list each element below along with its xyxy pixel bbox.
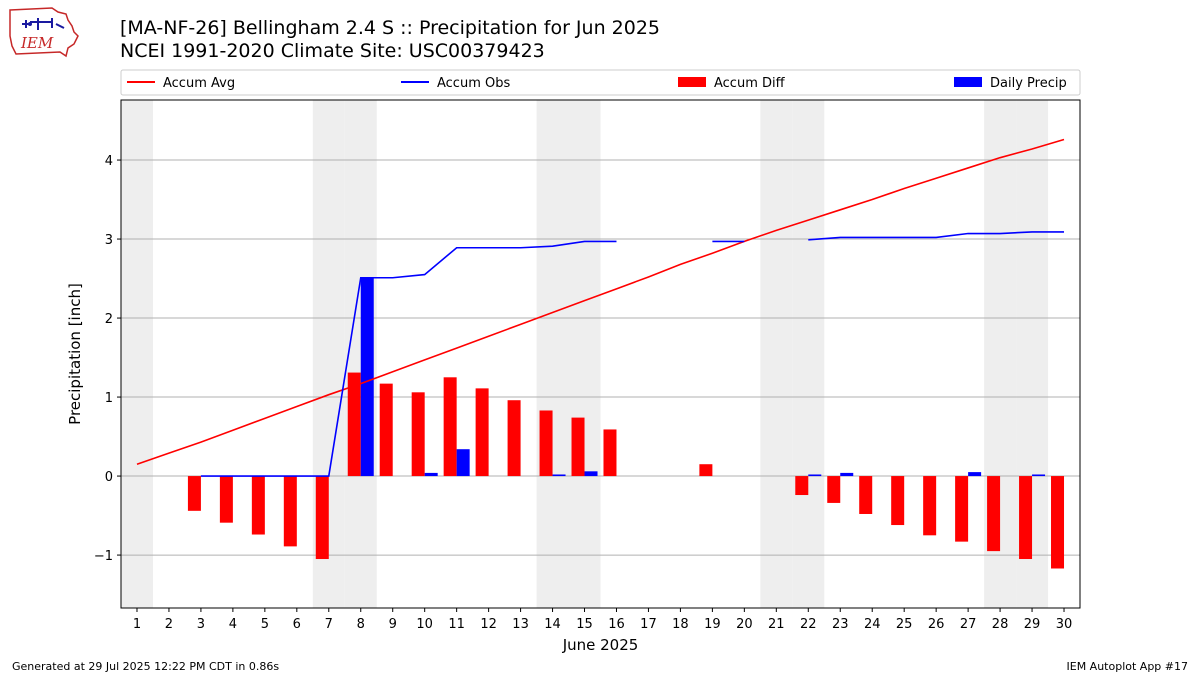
x-tick-label: 27 bbox=[960, 617, 977, 632]
x-tick-label: 5 bbox=[261, 617, 269, 632]
legend-accum-avg-label: Accum Avg bbox=[163, 76, 235, 91]
x-tick-label: 21 bbox=[768, 617, 785, 632]
y-tick-label: −1 bbox=[94, 549, 113, 564]
legend-accum-diff-swatch bbox=[678, 77, 706, 87]
daily-precip-bar bbox=[424, 472, 438, 477]
plot-frame bbox=[120, 99, 1081, 609]
x-tick-label: 29 bbox=[1024, 617, 1041, 632]
x-axis-label: June 2025 bbox=[562, 636, 639, 654]
x-tick-label: 1 bbox=[133, 617, 141, 632]
accum-obs-line bbox=[200, 240, 617, 477]
accum-diff-bar bbox=[187, 476, 201, 511]
x-tick-label: 7 bbox=[325, 617, 333, 632]
y-axis-label: Precipitation [inch] bbox=[66, 283, 84, 425]
weekend-shade bbox=[760, 100, 793, 608]
accum-diff-bar bbox=[507, 400, 521, 477]
legend-daily-precip-label: Daily Precip bbox=[990, 76, 1067, 91]
accum-diff-bar bbox=[347, 372, 361, 477]
x-tick-label: 4 bbox=[229, 617, 237, 632]
accum-diff-bar bbox=[315, 476, 329, 560]
daily-precip-bar bbox=[552, 474, 566, 477]
x-tick-label: 16 bbox=[608, 617, 625, 632]
accum-diff-bar bbox=[475, 388, 489, 477]
x-tick-label: 18 bbox=[672, 617, 689, 632]
daily-precip-bar bbox=[968, 472, 982, 477]
accum-avg-line bbox=[136, 138, 1065, 465]
svg-text:IEM: IEM bbox=[20, 34, 54, 52]
legend-daily-precip-swatch bbox=[954, 77, 982, 87]
y-tick-label: 4 bbox=[105, 154, 113, 169]
legend-accum-diff-label: Accum Diff bbox=[714, 76, 786, 91]
accum-diff-bar bbox=[571, 417, 585, 477]
accum-diff-bar bbox=[443, 377, 457, 477]
daily-precip-bar bbox=[360, 277, 374, 477]
generated-timestamp: Generated at 29 Jul 2025 12:22 PM CDT in… bbox=[12, 660, 280, 673]
accum-diff-bar bbox=[955, 476, 969, 542]
y-tick-label: 3 bbox=[105, 233, 113, 248]
x-tick-label: 3 bbox=[197, 617, 205, 632]
x-tick-label: 17 bbox=[640, 617, 657, 632]
chart-subtitle: NCEI 1991-2020 Climate Site: USC00379423 bbox=[120, 40, 545, 62]
accum-diff-bar bbox=[859, 476, 873, 514]
accum-diff-bar bbox=[539, 410, 553, 477]
accum-diff-bar bbox=[891, 476, 905, 526]
daily-precip-bar bbox=[840, 472, 854, 477]
weekend-shade bbox=[792, 100, 825, 608]
accum-diff-bar bbox=[1019, 476, 1033, 560]
y-tick-label: 2 bbox=[105, 312, 113, 327]
daily-precip-bar bbox=[808, 474, 822, 477]
weekend-shade bbox=[121, 100, 153, 608]
x-tick-label: 13 bbox=[512, 617, 529, 632]
x-tick-label: 14 bbox=[544, 617, 561, 632]
accum-diff-bar bbox=[379, 383, 393, 477]
x-tick-label: 26 bbox=[928, 617, 945, 632]
x-tick-label: 6 bbox=[293, 617, 301, 632]
accum-diff-bar bbox=[827, 476, 841, 503]
chart-title: [MA-NF-26] Bellingham 2.4 S :: Precipita… bbox=[120, 17, 661, 39]
x-tick-label: 9 bbox=[389, 617, 397, 632]
accum-diff-bar bbox=[251, 476, 265, 535]
x-tick-label: 23 bbox=[832, 617, 849, 632]
x-tick-label: 24 bbox=[864, 617, 881, 632]
x-tick-label: 28 bbox=[992, 617, 1009, 632]
x-tick-label: 25 bbox=[896, 617, 913, 632]
x-tick-label: 10 bbox=[416, 617, 433, 632]
daily-precip-bar bbox=[584, 471, 598, 477]
weekend-shade bbox=[568, 100, 601, 608]
accum-diff-bar bbox=[699, 464, 713, 477]
y-tick-label: 0 bbox=[105, 470, 113, 485]
daily-precip-bar bbox=[1032, 474, 1046, 477]
app-label: IEM Autoplot App #17 bbox=[1066, 660, 1189, 673]
x-tick-label: 19 bbox=[704, 617, 721, 632]
x-tick-label: 12 bbox=[480, 617, 497, 632]
accum-diff-bar bbox=[283, 476, 297, 547]
accum-obs-line bbox=[808, 231, 1065, 241]
legend-accum-obs-label: Accum Obs bbox=[437, 76, 510, 91]
daily-precip-bar bbox=[456, 449, 470, 477]
legend: Accum Avg Accum Obs Accum Diff Daily Precip bbox=[120, 69, 1081, 96]
x-tick-label: 20 bbox=[736, 617, 753, 632]
x-tick-label: 11 bbox=[448, 617, 465, 632]
y-tick-label: 1 bbox=[105, 391, 113, 406]
accum-diff-bar bbox=[411, 392, 425, 477]
legend-box bbox=[120, 69, 1081, 96]
accum-diff-bar bbox=[795, 476, 809, 496]
accum-diff-bar bbox=[1051, 476, 1065, 569]
accum-diff-bar bbox=[603, 429, 617, 477]
x-tick-label: 8 bbox=[357, 617, 365, 632]
iem-logo: IEM bbox=[9, 7, 79, 58]
x-tick-label: 22 bbox=[800, 617, 817, 632]
x-tick-label: 30 bbox=[1056, 617, 1073, 632]
x-tick-label: 15 bbox=[576, 617, 593, 632]
weekend-shade bbox=[536, 100, 569, 608]
accum-diff-bar bbox=[923, 476, 937, 536]
accum-diff-bar bbox=[219, 476, 233, 523]
x-tick-label: 2 bbox=[165, 617, 173, 632]
accum-diff-bar bbox=[987, 476, 1001, 552]
